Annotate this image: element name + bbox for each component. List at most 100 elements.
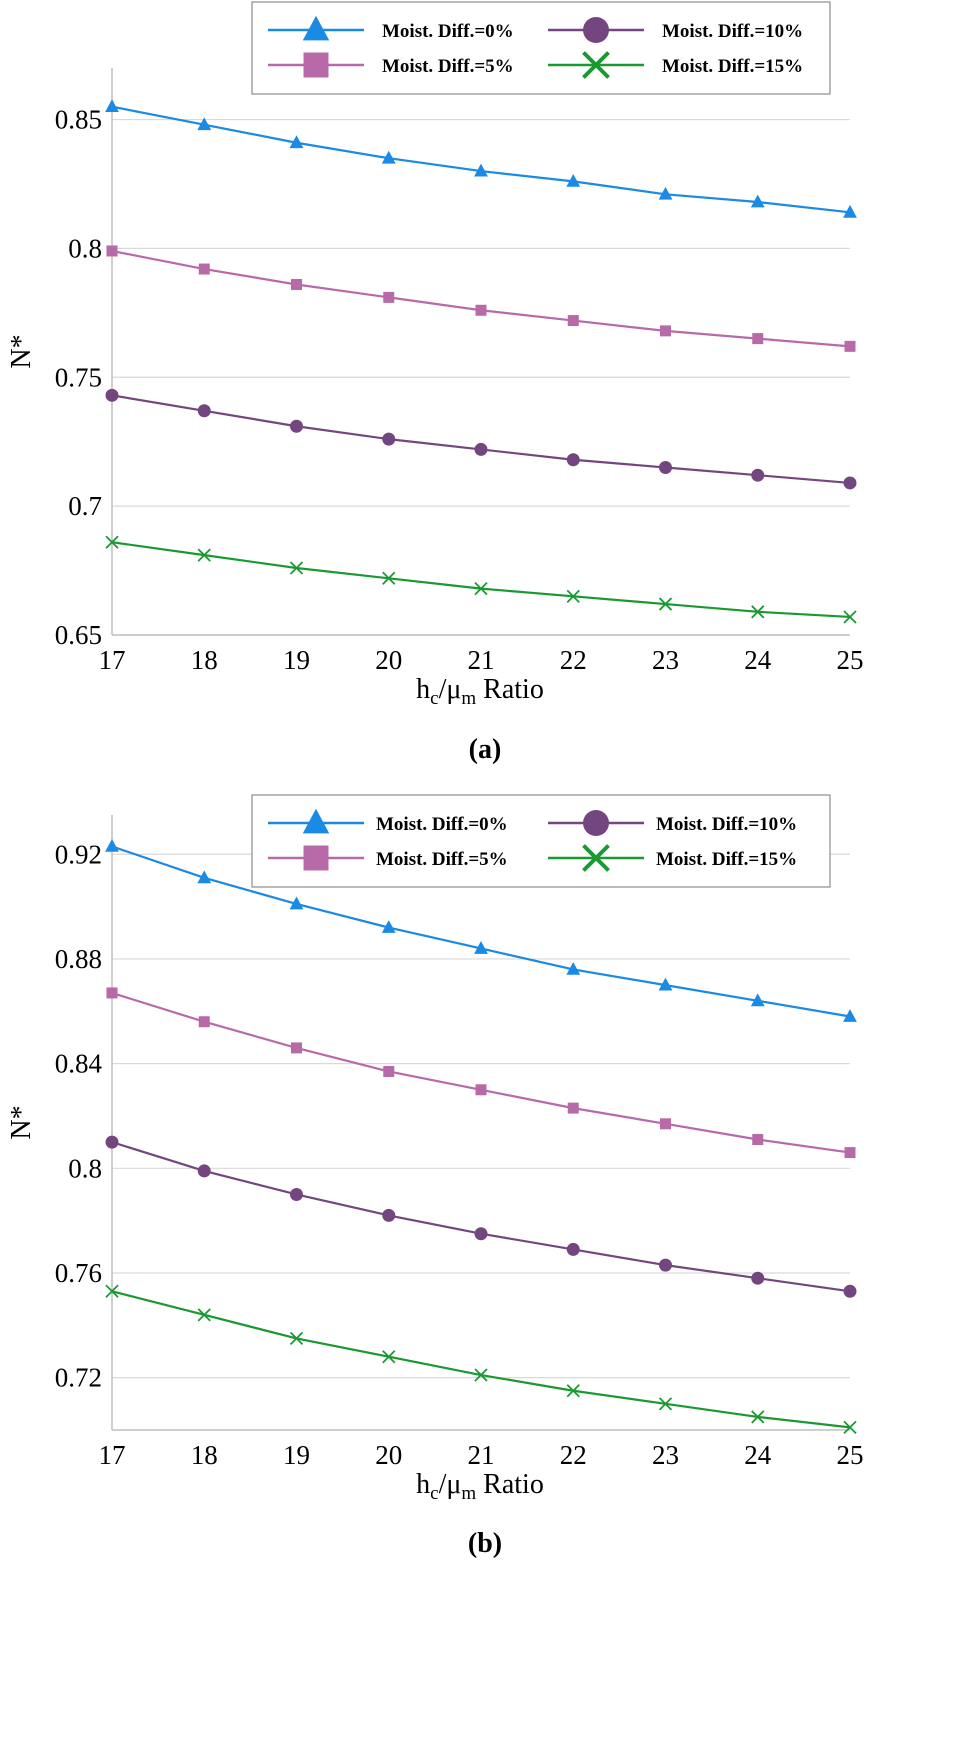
data-point [658,597,673,611]
x-tick-label: 21 [468,645,495,675]
y-tick-label: 0.8 [68,1153,102,1183]
data-point [567,1102,579,1114]
data-point [106,245,118,257]
legend-marker [583,810,609,836]
data-point [197,1164,211,1178]
x-axis-label-mid: /μ [439,674,462,705]
data-point [658,977,673,991]
series-line [111,394,851,485]
data-point [106,987,118,999]
legend-marker [582,844,610,872]
data-point-stroke-b [566,1384,580,1398]
data-point-stroke-b [658,597,673,611]
legend: Moist. Diff.=0% Moist. Diff.=5% Moist. Dif… [251,794,831,888]
data-point [566,453,580,467]
legend-item: Moist. Diff.=10% [548,810,797,836]
data-point [474,442,488,456]
x-tick-label: 17 [99,645,126,675]
data-point [843,610,857,624]
legend: Moist. Diff.=0% Moist. Diff.=5% Moist. Dif… [251,1,831,95]
data-point [752,333,764,345]
legend-item: Moist. Diff.=15% [548,51,803,79]
data-point [105,535,119,549]
legend-item: Moist. Diff.=5% [268,52,514,78]
data-point-stroke-b [474,1368,488,1382]
data-point-stroke-b [197,1308,211,1322]
data-point [750,194,765,208]
legend-label: Moist. Diff.=15% [656,849,797,870]
data-point [752,1134,764,1146]
data-point [474,1227,488,1241]
data-point [382,432,396,446]
data-point [382,1208,396,1222]
data-point [844,340,856,352]
x-tick-label: 24 [744,645,772,675]
y-tick-label: 0.85 [55,105,102,135]
legend-item: Moist. Diff.=15% [548,844,797,872]
x-tick-label: 19 [283,1440,310,1470]
y-tick-label: 0.88 [55,944,102,974]
legend-item: Moist. Diff.=10% [548,17,803,43]
x-tick-label: 23 [652,645,679,675]
legend-label: Moist. Diff.=5% [376,849,508,870]
legend-item: Moist. Diff.=0% [268,808,508,835]
x-tick-label: 19 [283,645,310,675]
data-point [197,404,211,418]
data-point-stroke-b [474,581,488,596]
legend-marker-stroke-b [582,51,610,79]
series-line [111,249,851,348]
x-tick-label: 18 [191,1440,218,1470]
legend-marker [583,17,609,43]
panel-label: (a) [469,734,502,765]
data-point [290,419,303,433]
data-point [843,1284,857,1298]
data-point [383,1065,395,1077]
data-point [475,304,487,316]
data-point [566,961,581,975]
data-point [658,1397,673,1411]
legend-box [251,1,831,95]
x-axis-label-tail: Ratio [476,1469,544,1500]
data-point [474,941,488,954]
legend-marker [302,808,330,834]
data-point [105,1135,119,1149]
data-point [750,993,765,1007]
series-circle [105,388,857,490]
data-point [290,1187,303,1201]
data-point-stroke-b [197,548,211,562]
data-point [751,468,765,482]
x-axis-label-sub2: m [461,688,476,709]
x-axis-label-sub1: c [430,688,438,709]
data-point [289,561,304,575]
data-point [197,1308,211,1322]
legend-box [251,794,831,888]
data-point [751,605,765,619]
series-triangle [105,838,857,1022]
data-point [751,1410,765,1424]
x-tick-label: 20 [375,645,402,675]
data-point [566,173,581,187]
data-point [475,1084,487,1096]
data-point [567,315,579,327]
data-point [105,838,119,852]
data-point-stroke-b [751,1410,765,1424]
data-point [381,920,396,933]
data-point [289,896,304,910]
x-tick-label: 22 [560,645,587,675]
chart-panel-a: 0.65 0.7 0.75 0.8 0.85 17 18 19 20 21 22 23 24 25 hc/μ… [6,1,864,765]
series-circle [105,1135,857,1298]
data-point [660,1118,671,1130]
x-tick-label: 17 [99,1440,126,1470]
data-point [566,1384,580,1398]
data-point [474,163,488,177]
data-point-stroke-b [382,571,396,585]
series-line [111,1290,851,1429]
data-point [381,150,396,164]
legend-label: Moist. Diff.=0% [376,814,508,835]
data-point [658,186,673,200]
y-axis-label: N* [6,1105,37,1139]
data-point-stroke-b [105,535,119,549]
legend-label: Moist. Diff.=0% [382,21,514,42]
